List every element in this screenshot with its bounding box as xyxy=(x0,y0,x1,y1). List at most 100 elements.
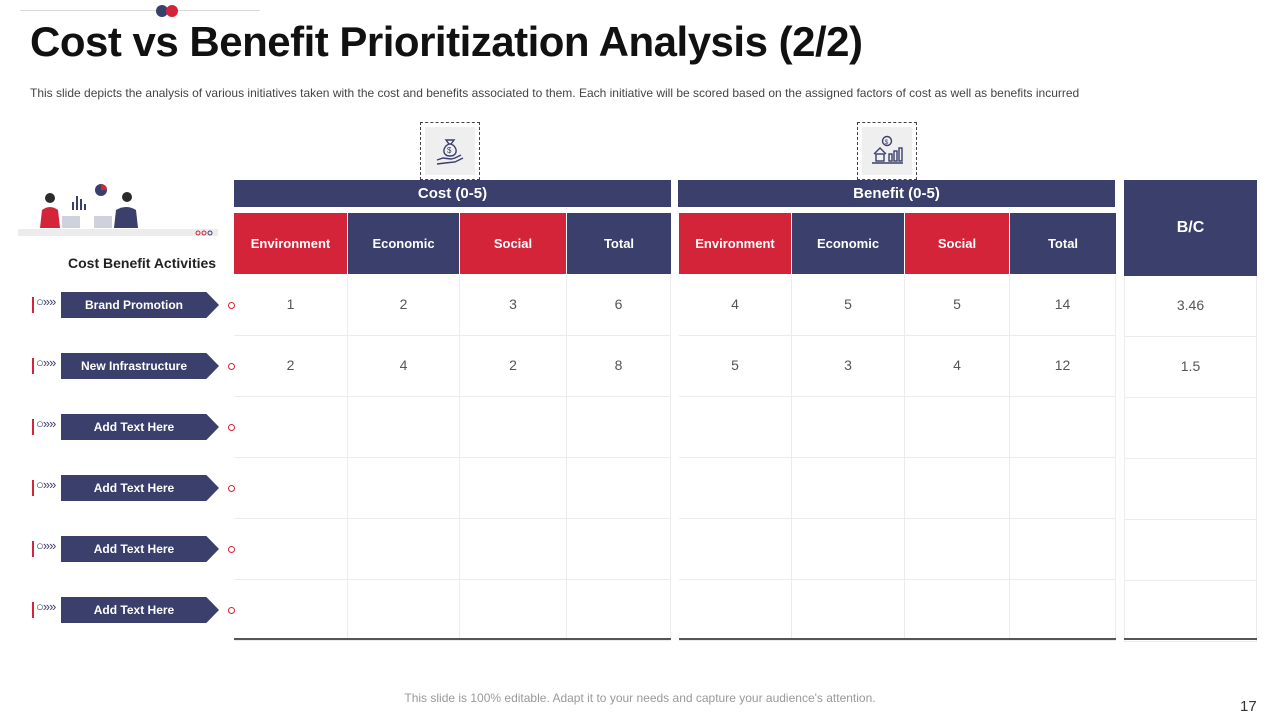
cost-group-header: Cost (0-5) xyxy=(234,180,671,207)
footer-note: This slide is 100% editable. Adapt it to… xyxy=(404,691,876,705)
bc-ratio-cell xyxy=(1124,581,1257,642)
cost-score-cell: 2 xyxy=(234,336,348,397)
row-marker xyxy=(32,541,34,557)
chevrons-icon: ○»» xyxy=(36,477,56,492)
benefit-table-bottom-rule xyxy=(679,638,1116,640)
benefit-score-cell xyxy=(792,397,905,458)
bc-ratio-cell: 1.5 xyxy=(1124,337,1257,398)
cost-score-cell: 8 xyxy=(567,336,671,397)
cost-score-cell xyxy=(460,397,567,458)
activity-row: ○»» New Infrastructure xyxy=(30,353,240,379)
connector-dot-icon xyxy=(228,302,235,309)
benefit-score-cell xyxy=(792,580,905,641)
activities-label: Cost Benefit Activities xyxy=(68,255,217,271)
cost-score-cell: 4 xyxy=(348,336,460,397)
svg-text:$: $ xyxy=(885,139,889,146)
cost-score-cell xyxy=(234,580,348,641)
row-marker xyxy=(32,602,34,618)
bc-table-bottom-rule xyxy=(1124,638,1257,640)
bc-ratio-cell: 3.46 xyxy=(1124,276,1257,337)
activity-row: ○»» Brand Promotion xyxy=(30,292,240,318)
row-marker xyxy=(32,480,34,496)
benefit-score-cell xyxy=(905,519,1010,580)
cost-score-cell xyxy=(234,458,348,519)
chevrons-icon: ○»» xyxy=(36,416,56,431)
cost-score-cell xyxy=(234,519,348,580)
benefit-score-cell xyxy=(1010,519,1116,580)
chevrons-icon: ○»» xyxy=(36,294,56,309)
cost-score-cell xyxy=(460,458,567,519)
decor-dot-red xyxy=(166,5,178,17)
svg-text:$: $ xyxy=(447,146,452,155)
activity-row: ○»» Add Text Here xyxy=(30,536,240,562)
cost-score-cell xyxy=(567,580,671,641)
benefit-score-cell xyxy=(679,458,792,519)
benefit-score-cell xyxy=(792,519,905,580)
cost-col-total: Total xyxy=(567,213,671,274)
cost-score-cell xyxy=(234,397,348,458)
cost-score-cell: 1 xyxy=(234,275,348,336)
cost-score-cell: 2 xyxy=(348,275,460,336)
row-marker xyxy=(32,297,34,313)
money-bag-hand-icon: $ xyxy=(436,139,464,165)
page-number: 17 xyxy=(1240,698,1257,715)
cost-score-cell xyxy=(348,580,460,641)
cost-score-cell xyxy=(348,519,460,580)
benefit-score-cell xyxy=(792,458,905,519)
activity-label: Add Text Here xyxy=(61,536,219,562)
decor-dot-navy xyxy=(156,5,168,17)
benefit-score-cell xyxy=(1010,397,1116,458)
benefit-score-cell: 4 xyxy=(905,336,1010,397)
cost-score-cell xyxy=(348,458,460,519)
benefit-col-social: Social xyxy=(905,213,1009,274)
benefit-group-header: Benefit (0-5) xyxy=(678,180,1115,207)
connector-dot-icon xyxy=(228,424,235,431)
cost-score-cell xyxy=(567,397,671,458)
row-marker xyxy=(32,419,34,435)
cost-score-cell xyxy=(460,519,567,580)
benefit-score-cell xyxy=(1010,580,1116,641)
team-analytics-illustration xyxy=(18,184,218,236)
benefit-score-cell xyxy=(905,458,1010,519)
bc-ratio-cell xyxy=(1124,398,1257,459)
cost-score-cell xyxy=(460,580,567,641)
slide-subtitle: This slide depicts the analysis of vario… xyxy=(30,86,1080,100)
activity-label: New Infrastructure xyxy=(61,353,219,379)
chevrons-icon: ○»» xyxy=(36,599,56,614)
bc-ratio-cell xyxy=(1124,520,1257,581)
cost-col-environment: Environment xyxy=(234,213,347,274)
benefit-score-cell: 5 xyxy=(905,275,1010,336)
activity-label: Brand Promotion xyxy=(61,292,219,318)
chevrons-icon: ○»» xyxy=(36,355,56,370)
cost-icon-frame: $ xyxy=(420,122,480,180)
benefit-score-cell xyxy=(679,519,792,580)
benefit-col-environment: Environment xyxy=(679,213,791,274)
benefit-score-cell: 14 xyxy=(1010,275,1116,336)
chevrons-icon: ○»» xyxy=(36,538,56,553)
cost-score-cell xyxy=(348,397,460,458)
benefit-score-cell xyxy=(679,580,792,641)
cost-col-social: Social xyxy=(460,213,566,274)
cost-score-cell: 2 xyxy=(460,336,567,397)
activity-label: Add Text Here xyxy=(61,475,219,501)
benefit-score-cell xyxy=(1010,458,1116,519)
benefit-col-total: Total xyxy=(1010,213,1116,274)
benefit-score-cell: 4 xyxy=(679,275,792,336)
cost-score-cell: 3 xyxy=(460,275,567,336)
connector-dot-icon xyxy=(228,363,235,370)
activity-row: ○»» Add Text Here xyxy=(30,414,240,440)
benefit-score-cell xyxy=(679,397,792,458)
cost-table-bottom-rule xyxy=(234,638,671,640)
slide-title: Cost vs Benefit Prioritization Analysis … xyxy=(30,18,863,65)
bc-header: B/C xyxy=(1124,180,1257,276)
connector-dot-icon xyxy=(228,546,235,553)
cost-score-cell: 6 xyxy=(567,275,671,336)
cost-col-economic: Economic xyxy=(348,213,459,274)
cost-score-cell xyxy=(567,458,671,519)
house-chart-icon: $ xyxy=(872,135,903,164)
activity-label: Add Text Here xyxy=(61,414,219,440)
activity-row: ○»» Add Text Here xyxy=(30,475,240,501)
benefit-score-cell xyxy=(905,580,1010,641)
cost-score-cell xyxy=(567,519,671,580)
connector-dot-icon xyxy=(228,607,235,614)
